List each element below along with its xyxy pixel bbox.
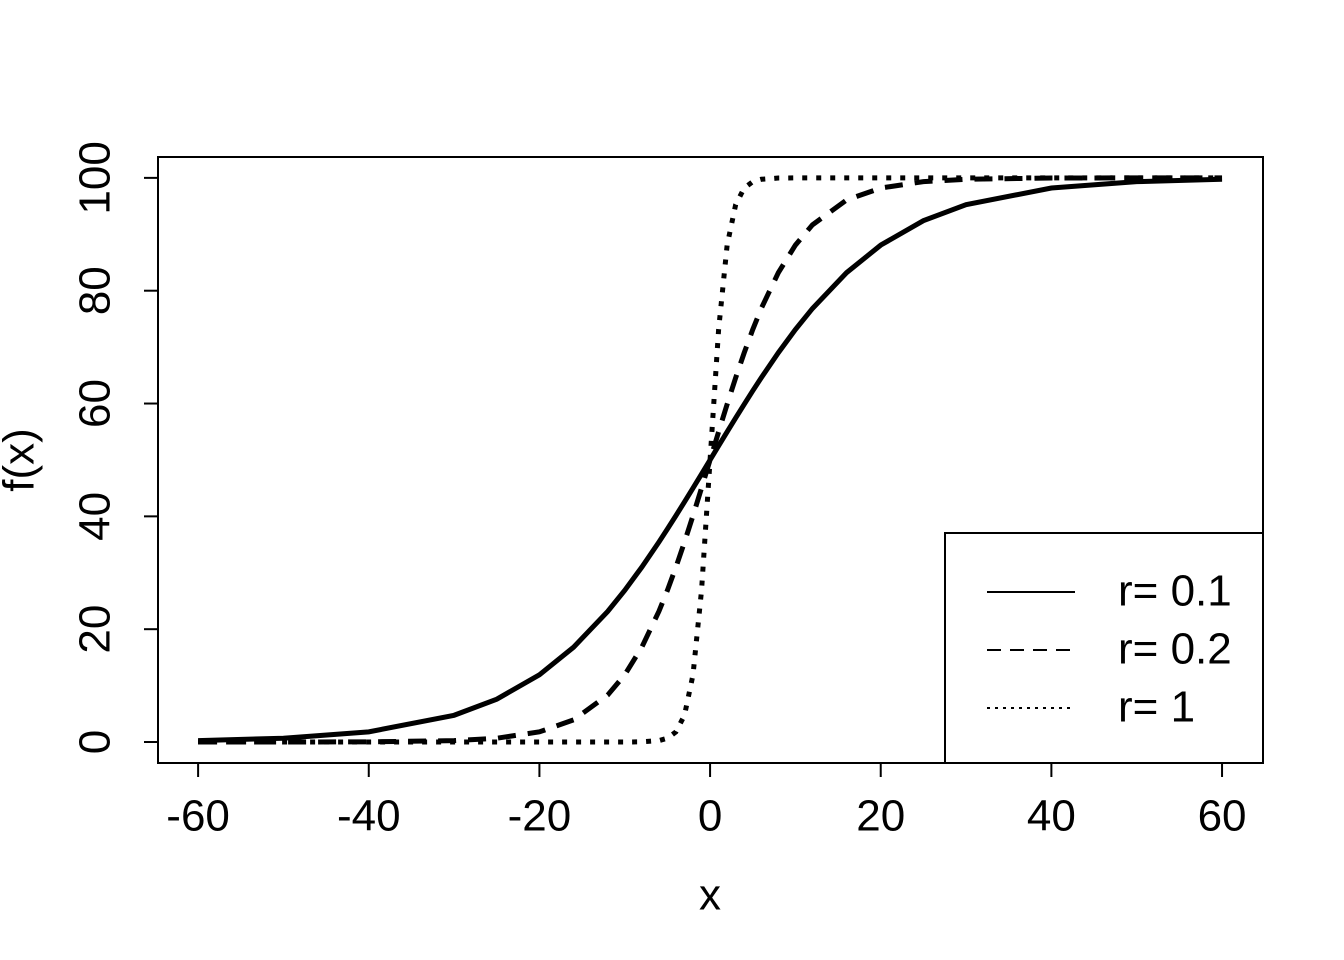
legend-box [944,532,1264,764]
y-tick-label: 0 [71,730,120,754]
y-axis-label: f(x) [0,428,44,492]
x-tick-label: -60 [166,792,230,841]
x-tick-label: -20 [508,792,572,841]
y-tick-label: 40 [71,492,120,541]
legend-label: r= 1 [1118,683,1195,732]
legend-label: r= 0.1 [1118,567,1232,616]
series-line [198,175,1223,745]
x-tick-label: 20 [856,792,905,841]
series-line [198,176,1223,744]
y-tick-label: 60 [71,379,120,428]
legend-label: r= 0.2 [1118,625,1232,674]
y-tick-label: 20 [71,605,120,654]
series-line [198,175,1223,745]
x-tick-label: 40 [1027,792,1076,841]
y-tick-label: 100 [71,141,120,214]
x-tick-label: 0 [698,792,722,841]
x-tick-label: -40 [337,792,401,841]
x-tick-label: 60 [1198,792,1247,841]
x-axis-label: x [699,871,721,920]
y-tick-label: 80 [71,266,120,315]
